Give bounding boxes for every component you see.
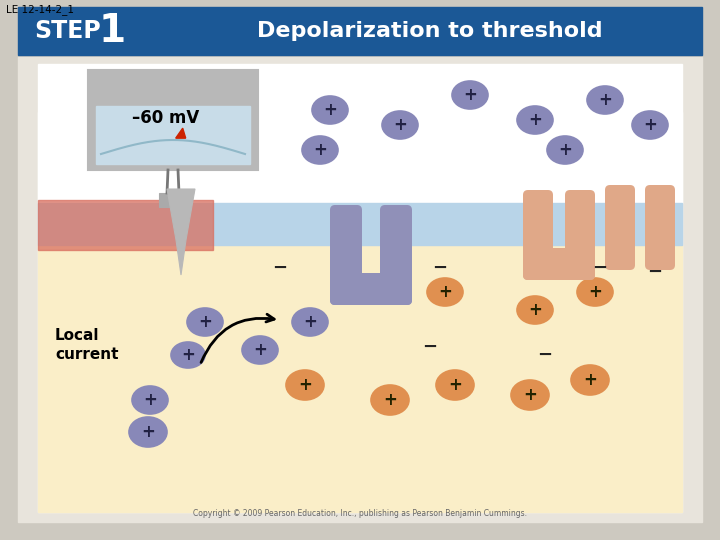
Polygon shape: [176, 128, 186, 138]
FancyArrowPatch shape: [201, 314, 274, 362]
Ellipse shape: [452, 81, 488, 109]
Text: −: −: [433, 259, 448, 277]
Ellipse shape: [292, 308, 328, 336]
Text: Local
current: Local current: [55, 328, 119, 362]
Ellipse shape: [632, 111, 668, 139]
Text: +: +: [438, 283, 452, 301]
Ellipse shape: [436, 370, 474, 400]
Text: STEP: STEP: [35, 19, 102, 43]
Text: +: +: [528, 301, 542, 319]
Text: +: +: [393, 116, 407, 134]
Text: −: −: [537, 346, 552, 364]
Text: +: +: [598, 91, 612, 109]
Ellipse shape: [382, 111, 418, 139]
Bar: [38, 245, 682, 512]
FancyBboxPatch shape: [645, 185, 675, 270]
Text: Depolarization to threshold: Depolarization to threshold: [257, 21, 603, 41]
Bar: [96, 106, 250, 164]
Text: +: +: [323, 101, 337, 119]
Bar: [38, 64, 682, 512]
Text: +: +: [198, 313, 212, 331]
Text: +: +: [143, 391, 157, 409]
FancyBboxPatch shape: [523, 190, 553, 280]
Bar: [18, 57, 702, 522]
Text: +: +: [523, 386, 537, 404]
Ellipse shape: [187, 308, 223, 336]
Text: +: +: [313, 141, 327, 159]
FancyBboxPatch shape: [565, 190, 595, 280]
Text: LE 12-14-2_1: LE 12-14-2_1: [6, 4, 74, 15]
Text: +: +: [298, 376, 312, 394]
Text: −: −: [423, 338, 438, 356]
FancyBboxPatch shape: [523, 248, 595, 280]
Ellipse shape: [171, 342, 205, 368]
Ellipse shape: [577, 278, 613, 306]
Ellipse shape: [132, 386, 168, 414]
Text: –60 mV: –60 mV: [132, 109, 199, 127]
Text: +: +: [253, 341, 267, 359]
Text: +: +: [558, 141, 572, 159]
Ellipse shape: [242, 336, 278, 364]
Polygon shape: [167, 189, 195, 275]
Ellipse shape: [511, 380, 549, 410]
Text: +: +: [141, 423, 155, 441]
Ellipse shape: [371, 385, 409, 415]
Text: +: +: [528, 111, 542, 129]
Bar: [38, 200, 213, 250]
Text: +: +: [181, 346, 195, 364]
Text: +: +: [583, 371, 597, 389]
Text: −: −: [593, 259, 608, 277]
Bar: [159, 193, 187, 207]
Bar: [38, 112, 682, 203]
Ellipse shape: [517, 106, 553, 134]
Text: +: +: [463, 86, 477, 104]
Ellipse shape: [587, 86, 623, 114]
Text: 1: 1: [99, 12, 125, 50]
Ellipse shape: [547, 136, 583, 164]
Text: −: −: [647, 263, 662, 281]
Bar: [18, 7, 702, 55]
FancyBboxPatch shape: [380, 205, 412, 305]
Bar: [38, 203, 682, 245]
Text: +: +: [448, 376, 462, 394]
Text: +: +: [303, 313, 317, 331]
Ellipse shape: [286, 370, 324, 400]
Text: +: +: [383, 391, 397, 409]
Text: +: +: [588, 283, 602, 301]
Ellipse shape: [571, 365, 609, 395]
Ellipse shape: [302, 136, 338, 164]
Bar: [88, 70, 258, 170]
Text: Copyright © 2009 Pearson Education, Inc., publishing as Pearson Benjamin Cumming: Copyright © 2009 Pearson Education, Inc.…: [193, 509, 527, 518]
FancyBboxPatch shape: [605, 185, 635, 270]
Text: +: +: [643, 116, 657, 134]
Ellipse shape: [517, 296, 553, 324]
Ellipse shape: [312, 96, 348, 124]
Ellipse shape: [129, 417, 167, 447]
FancyBboxPatch shape: [330, 205, 362, 305]
Text: −: −: [272, 259, 287, 277]
FancyBboxPatch shape: [330, 273, 412, 305]
Ellipse shape: [427, 278, 463, 306]
